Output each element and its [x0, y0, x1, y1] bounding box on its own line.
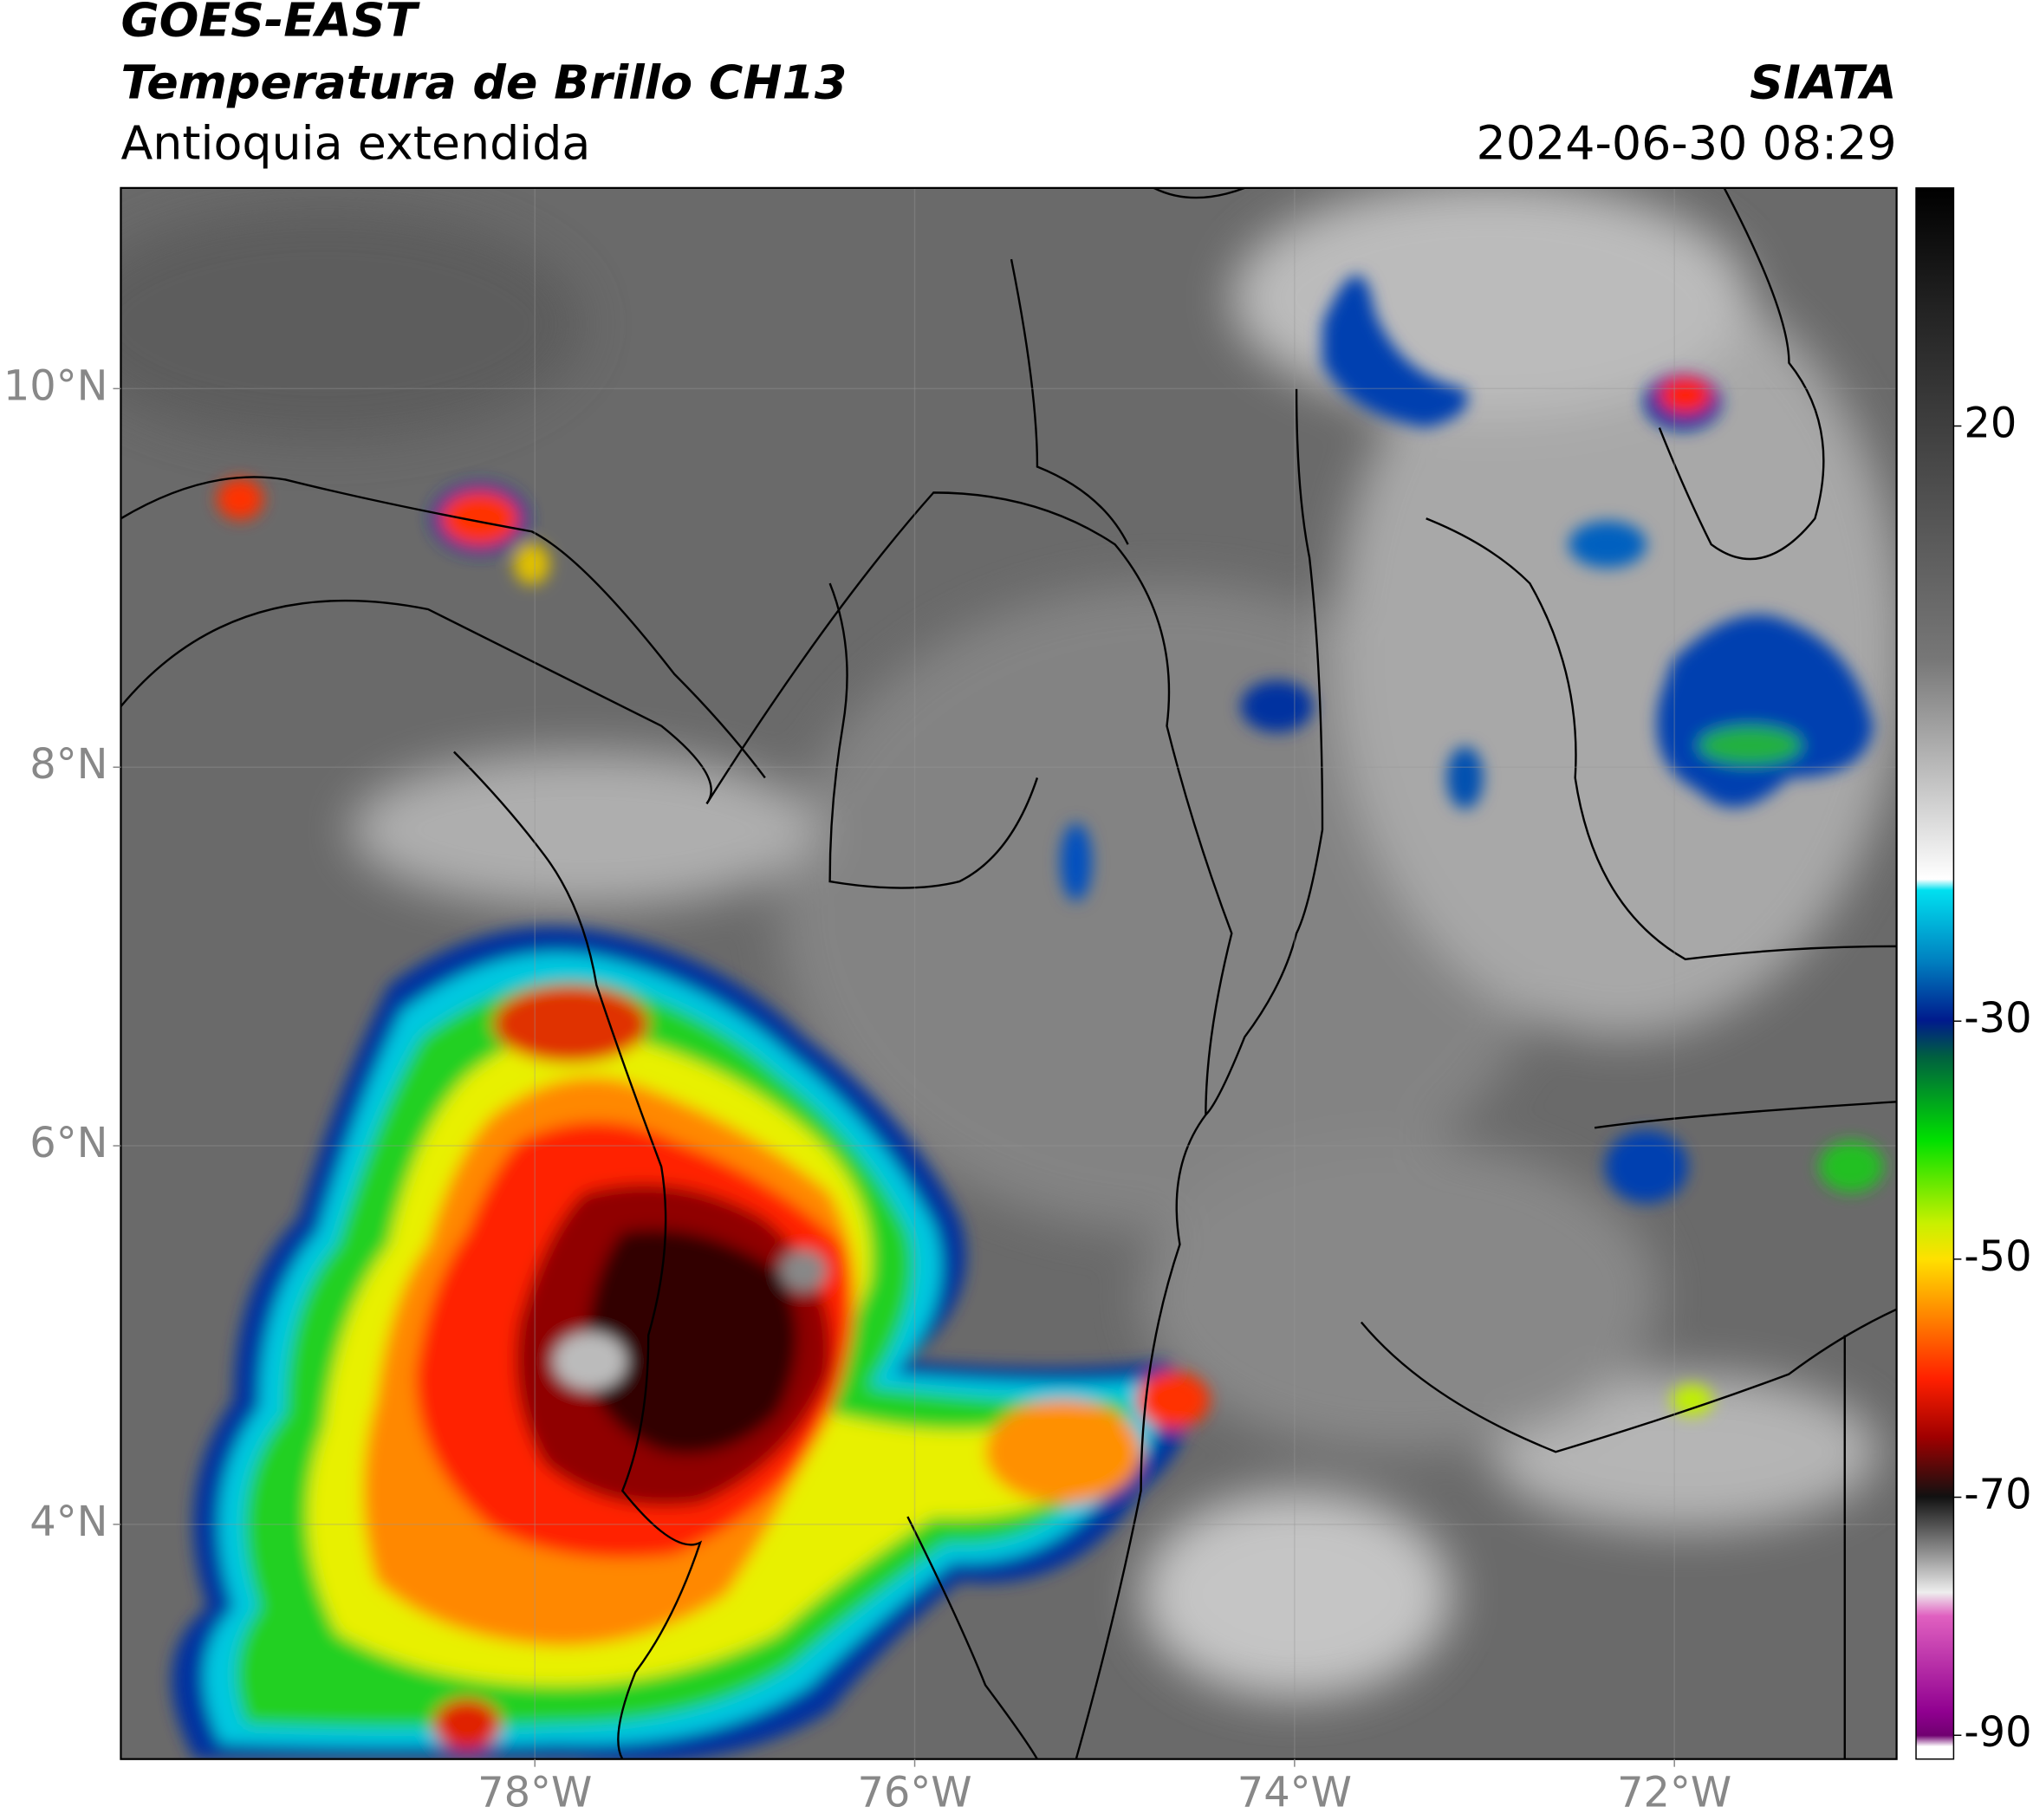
x-tick-label: 74°W [1237, 1770, 1352, 1817]
title: GOES-EAST [120, 0, 420, 48]
region: Antioquia extendida [120, 116, 590, 171]
x-tick-label: 76°W [857, 1770, 971, 1817]
y-tick-label: 8°N [29, 741, 107, 789]
y-tick-label: 4°N [29, 1498, 107, 1546]
subtitle: Temperatura de Brillo CH13 [120, 55, 847, 109]
y-tick-label: 6°N [29, 1120, 107, 1167]
colorbar-tick-label: -70 [1964, 1472, 2031, 1519]
x-tick-label: 78°W [477, 1770, 592, 1817]
source: SIATA [1750, 55, 1897, 109]
datetime: 2024-06-30 08:29 [1477, 116, 1897, 171]
colorbar-tick-label: -30 [1964, 995, 2031, 1043]
colorbar-tick-label: -90 [1964, 1709, 2031, 1757]
map-frame [120, 186, 1898, 1760]
x-tick-label: 72°W [1617, 1770, 1731, 1817]
colorbar-tick-label: -50 [1964, 1233, 2031, 1281]
grid [120, 187, 1897, 1759]
colorbar-tick-label: 20 [1964, 400, 2017, 448]
satellite-image [120, 187, 1897, 1759]
y-tick-label: 10°N [3, 362, 108, 410]
borders [120, 187, 1897, 1759]
colorbar [1915, 187, 1955, 1760]
